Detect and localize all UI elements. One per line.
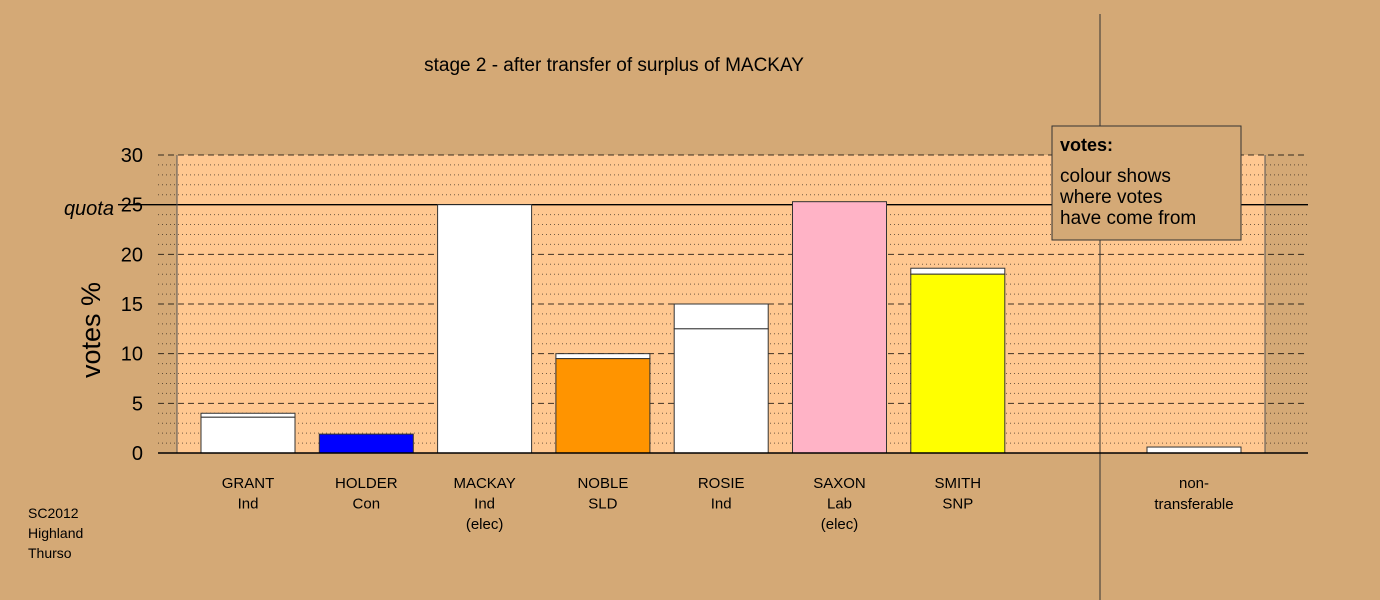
bar bbox=[555, 358, 651, 454]
legend-box bbox=[1051, 125, 1242, 241]
x-tick-label: (elec) bbox=[466, 516, 504, 533]
x-tick-label: HOLDER bbox=[335, 475, 398, 492]
y-axis-label: votes % bbox=[76, 282, 106, 378]
bar-group: MACKAY Ind (elec) bbox=[437, 204, 533, 533]
y-tick-label: 15 bbox=[121, 294, 143, 316]
y-tick-label: 5 bbox=[132, 393, 143, 415]
nontransferable-label: non- bbox=[1179, 475, 1209, 492]
x-tick-label: Ind bbox=[238, 496, 259, 513]
y-tick-label: 10 bbox=[121, 344, 143, 366]
bar-group: SMITH SNP bbox=[910, 267, 1006, 513]
nontransferable-label: transferable bbox=[1154, 496, 1233, 513]
bar-group: ROSIE Ind bbox=[673, 303, 769, 513]
x-tick-label: Ind bbox=[711, 496, 732, 513]
x-tick-label: SMITH bbox=[934, 475, 981, 492]
bar bbox=[673, 328, 769, 454]
bar-group: SAXON Lab (elec) bbox=[792, 201, 887, 533]
bar-transfer-segment bbox=[910, 267, 1006, 275]
bar-group: GRANT Ind bbox=[200, 412, 296, 513]
x-tick-label: Con bbox=[353, 496, 381, 513]
x-tick-label: (elec) bbox=[821, 516, 859, 533]
bar-transfer-segment bbox=[200, 412, 296, 418]
bar-transfer-segment bbox=[555, 353, 651, 360]
nontransferable-bar bbox=[1146, 446, 1242, 454]
legend-line: where votes bbox=[1059, 187, 1162, 208]
y-tick-label: 30 bbox=[121, 145, 143, 167]
x-tick-label: GRANT bbox=[222, 475, 275, 492]
plot-area: 0 5 10 15 20 25 30 GRANT Ind HOLDER Con MACKAY Ind (e… bbox=[118, 14, 1308, 600]
y-tick-label: 25 bbox=[121, 195, 143, 217]
x-tick-label: Ind bbox=[474, 496, 495, 513]
x-tick-label: SLD bbox=[588, 496, 617, 513]
bar bbox=[792, 201, 887, 454]
legend-title: votes: bbox=[1060, 135, 1113, 155]
x-tick-label: Lab bbox=[827, 496, 852, 513]
footer-line: Thurso bbox=[28, 545, 72, 561]
footer-line: Highland bbox=[28, 525, 83, 541]
bar-transfer-segment bbox=[673, 303, 769, 330]
bar bbox=[200, 416, 296, 454]
quota-label: quota bbox=[64, 198, 114, 220]
x-tick-label: NOBLE bbox=[577, 475, 628, 492]
bar bbox=[318, 433, 414, 454]
bar bbox=[910, 273, 1006, 454]
bar bbox=[437, 204, 533, 454]
legend-line: colour shows bbox=[1060, 166, 1171, 187]
x-tick-label: SNP bbox=[942, 496, 973, 513]
footer-line: SC2012 bbox=[28, 505, 79, 521]
legend-line: have come from bbox=[1060, 208, 1196, 229]
chart-title: stage 2 - after transfer of surplus of M… bbox=[424, 55, 804, 76]
bar-group: NOBLE SLD bbox=[555, 353, 651, 513]
x-tick-label: ROSIE bbox=[698, 475, 745, 492]
x-tick-label: SAXON bbox=[813, 475, 866, 492]
legend: votes: colour shows where votes have com… bbox=[1051, 125, 1242, 241]
y-tick-label: 0 bbox=[132, 443, 143, 465]
bar-group: HOLDER Con bbox=[318, 433, 414, 513]
y-tick-label: 20 bbox=[121, 244, 143, 266]
x-tick-label: MACKAY bbox=[453, 475, 515, 492]
footer: SC2012 Highland Thurso bbox=[28, 505, 83, 561]
